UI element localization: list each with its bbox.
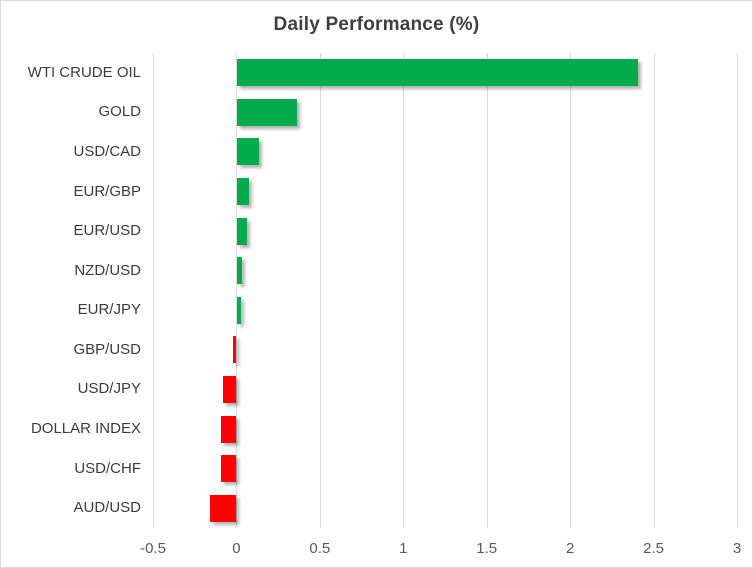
category-label: GOLD [98,103,141,121]
gridline [570,53,572,528]
bar-gold [237,98,298,126]
x-tick-label: 2.5 [643,540,664,557]
category-label: GBP/USD [73,340,141,358]
bar-aud-usd [209,494,237,522]
category-label: DOLLAR INDEX [30,420,141,438]
bar-eur-usd [237,217,248,245]
category-label: WTI CRUDE OIL [27,63,141,81]
gridline [486,53,488,528]
bar-dollar-index [221,415,237,443]
gridline [403,53,405,528]
bar-usd-chf [221,455,237,483]
category-label: USD/CHF [74,459,141,477]
bar-eur-gbp [237,178,250,206]
bar-wti-crude-oil [237,59,638,87]
gridline [153,53,154,528]
x-tick-label: -0.5 [140,540,166,557]
category-label: USD/CAD [73,142,141,160]
x-tick-label: 0 [232,540,241,557]
x-tick-label: 1 [399,540,408,557]
category-label: NZD/USD [74,261,141,279]
chart-title: Daily Performance (%) [273,14,480,35]
bar-gbp-usd [233,336,237,364]
x-tick-label: 1.5 [476,540,498,557]
category-label: EUR/USD [73,222,141,240]
bar-usd-jpy [223,375,237,403]
gridline [319,53,321,528]
bar-nzd-usd [237,257,243,285]
category-label: EUR/GBP [73,182,141,200]
bar-eur-jpy [237,296,241,324]
gridline [737,53,738,528]
x-tick-label: 2 [565,540,575,557]
gridline [236,53,238,528]
gridline [653,53,655,528]
category-label: USD/JPY [77,380,141,398]
category-label: AUD/USD [73,499,141,517]
x-tick-label: 3 [732,540,742,557]
category-label: EUR/JPY [77,301,141,319]
x-tick-label: 0.5 [309,540,331,557]
bar-usd-cad [237,138,260,166]
